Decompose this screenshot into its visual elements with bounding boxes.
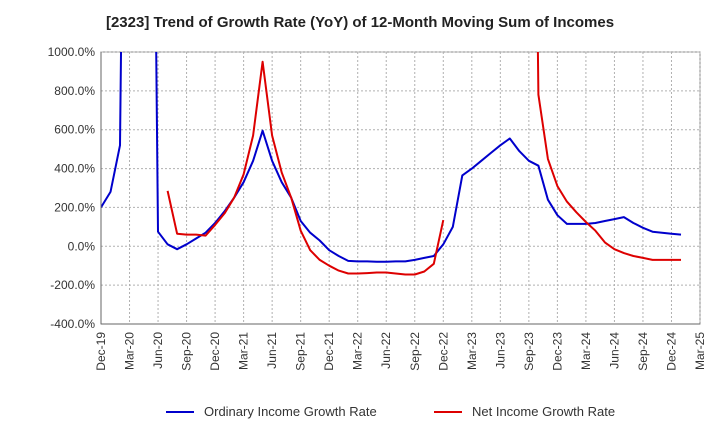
x-tick-label: Dec-24 bbox=[664, 332, 678, 371]
legend-label-net-income: Net Income Growth Rate bbox=[472, 404, 616, 419]
legend-swatch-ordinary-income bbox=[166, 410, 194, 413]
x-tick-label: Mar-23 bbox=[465, 332, 479, 370]
y-tick-label: 800.0% bbox=[54, 84, 95, 98]
x-tick-label: Mar-21 bbox=[237, 332, 251, 370]
x-tick-label: Mar-24 bbox=[579, 332, 593, 370]
x-tick-label: Jun-21 bbox=[265, 332, 279, 369]
legend-label-ordinary-income: Ordinary Income Growth Rate bbox=[204, 404, 377, 419]
x-tick-label: Dec-20 bbox=[208, 332, 222, 371]
x-tick-label: Sep-20 bbox=[180, 332, 194, 371]
y-tick-label: 400.0% bbox=[54, 162, 95, 176]
legend-swatch-net-income bbox=[434, 410, 462, 413]
x-tick-label: Mar-22 bbox=[351, 332, 365, 370]
chart-title: [2323] Trend of Growth Rate (YoY) of 12-… bbox=[105, 14, 615, 31]
x-tick-label: Jun-24 bbox=[607, 332, 621, 369]
x-tick-label: Jun-22 bbox=[379, 332, 393, 369]
x-tick-label: Jun-20 bbox=[151, 332, 165, 369]
y-tick-label: 0.0% bbox=[68, 239, 96, 253]
y-tick-label: 600.0% bbox=[54, 123, 95, 137]
x-tick-label: Dec-21 bbox=[322, 332, 336, 371]
x-tick-label: Dec-19 bbox=[94, 332, 108, 371]
x-tick-label: Dec-23 bbox=[550, 332, 564, 371]
x-tick-label: Mar-20 bbox=[123, 332, 137, 370]
y-tick-label: 1000.0% bbox=[48, 45, 96, 59]
plot-frame bbox=[100, 51, 701, 325]
x-tick-label: Sep-21 bbox=[294, 332, 308, 371]
x-tick-label: Mar-25 bbox=[693, 332, 707, 370]
x-tick-label: Sep-24 bbox=[636, 332, 650, 371]
x-tick-label: Sep-22 bbox=[408, 332, 422, 371]
legend-item-ordinary-income: Ordinary Income Growth Rate bbox=[166, 404, 377, 419]
y-tick-label: -200.0% bbox=[50, 278, 95, 292]
legend: Ordinary Income Growth Rate Net Income G… bbox=[0, 404, 720, 428]
series-line-1 bbox=[166, 52, 681, 276]
x-tick-label: Jun-23 bbox=[493, 332, 507, 369]
y-tick-label: 200.0% bbox=[54, 200, 95, 214]
legend-item-net-income: Net Income Growth Rate bbox=[434, 404, 615, 419]
x-tick-label: Dec-22 bbox=[436, 332, 450, 371]
x-tick-label: Sep-23 bbox=[522, 332, 536, 371]
y-tick-label: -400.0% bbox=[50, 317, 95, 331]
